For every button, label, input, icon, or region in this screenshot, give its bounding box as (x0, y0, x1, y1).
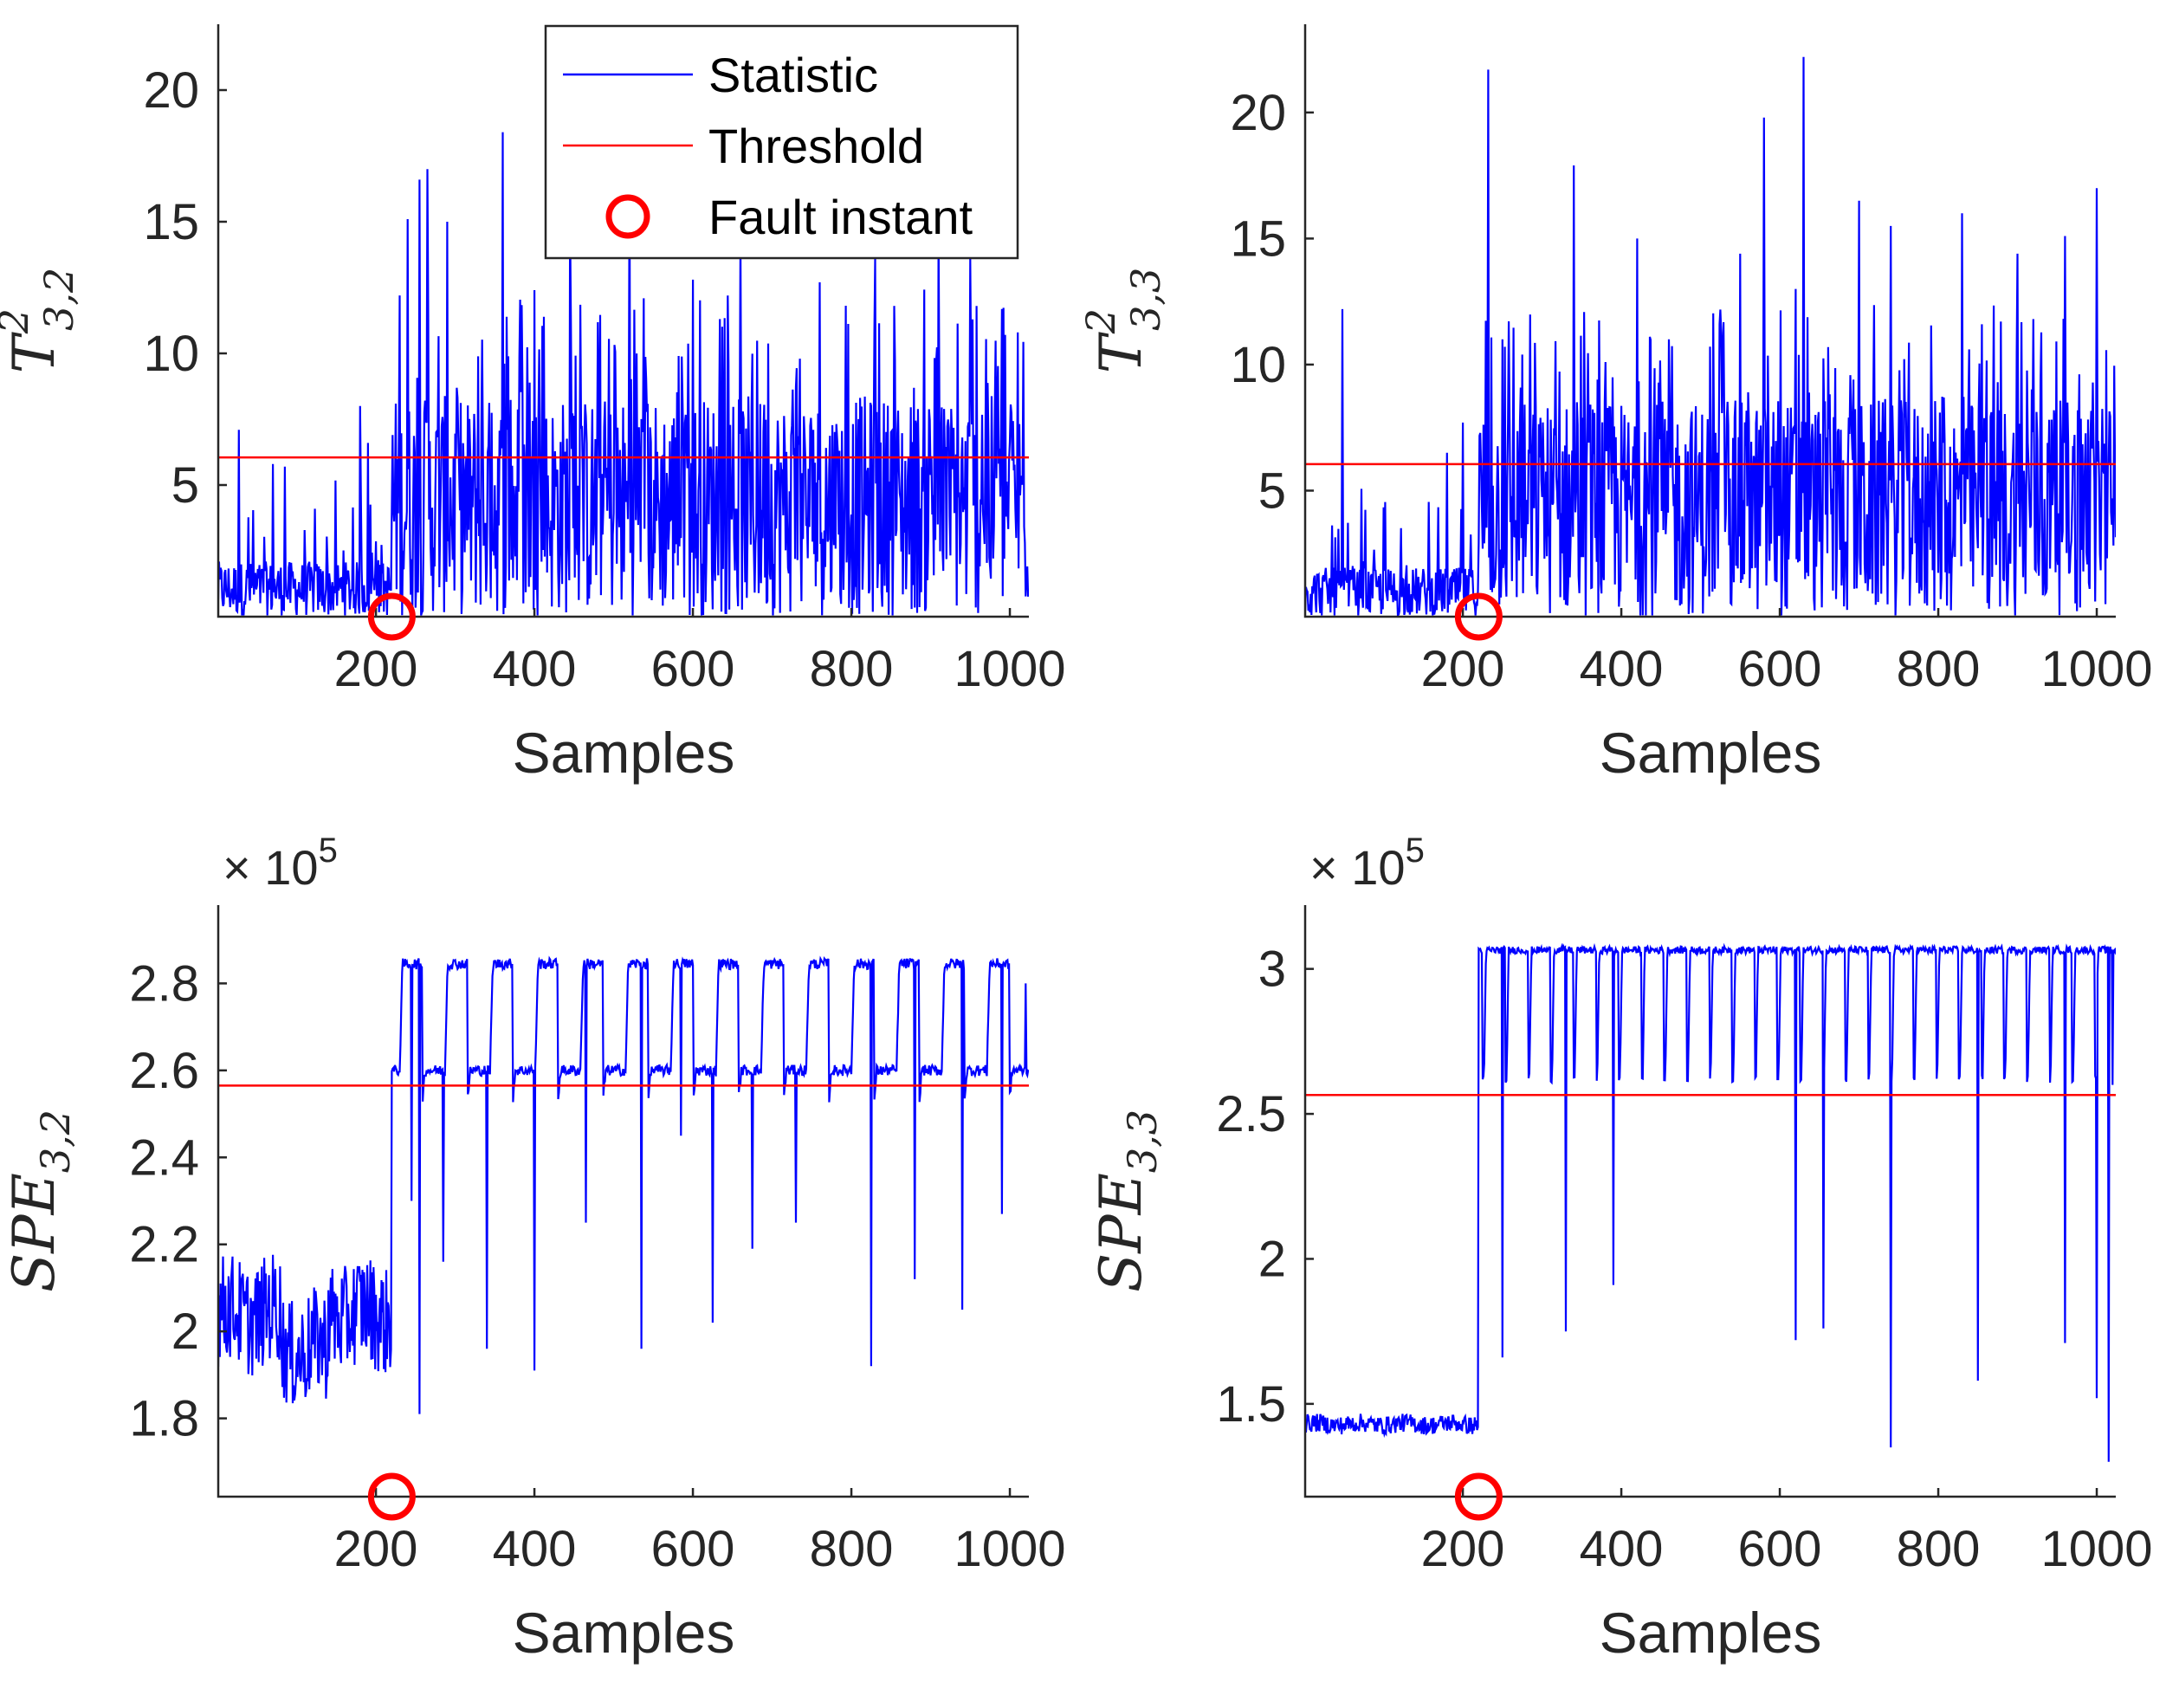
y-tick-label: 2.6 (129, 1043, 199, 1099)
y-tick-label: 1.8 (129, 1391, 199, 1447)
x-tick-label: 400 (493, 1521, 577, 1577)
x-tick-label: 200 (334, 1521, 418, 1577)
x-tick-label: 200 (1421, 1521, 1505, 1577)
y-tick-label: 15 (1230, 210, 1286, 267)
y-axis-label: SPE3,3 (1088, 1110, 1166, 1292)
legend-box (544, 24, 1019, 260)
x-tick-label: 800 (810, 1521, 894, 1577)
x-axis-label: Samples (1600, 721, 1822, 785)
x-axis-label: Samples (513, 721, 735, 785)
panel-t2-32: 200 400 600 800 1000 5 10 15 20 Samples T23,2 (0, 24, 1066, 785)
y-axis-label: SPE3,2 (1, 1110, 79, 1292)
y-axis-label: T23,3 (1077, 268, 1169, 373)
x-axis-label: Samples (513, 1601, 735, 1665)
legend-fault-circle (605, 194, 650, 239)
fault-instant-marker (1454, 592, 1503, 641)
panel-spe-33: 200 400 600 800 1000 1.5 2 2.5 3 × 105 Samples SPE3… (1088, 831, 2153, 1665)
y-tick-label: 2.2 (129, 1217, 199, 1273)
x-tick-label: 800 (810, 641, 894, 697)
x-tick-label: 1000 (2041, 641, 2153, 697)
panel-spe-32: 200 400 600 800 1000 1.8 2 2.2 2.4 2.6 2.8 × 105 Sam… (1, 831, 1066, 1665)
x-tick-label: 600 (1738, 1521, 1822, 1577)
y-tick-label: 2 (171, 1304, 199, 1360)
x-tick-label: 200 (1421, 641, 1505, 697)
y-tick-label: 2 (1258, 1231, 1286, 1287)
x-tick-label: 600 (651, 1521, 735, 1577)
y-exponent-label: × 105 (1309, 831, 1425, 895)
y-tick-label: 2.4 (129, 1129, 199, 1186)
x-tick-label: 600 (1738, 641, 1822, 697)
legend-threshold-label: Threshold (708, 119, 924, 173)
x-axis-label: Samples (1600, 1601, 1822, 1665)
statistic-series (1305, 942, 2116, 1462)
y-tick-label: 10 (1230, 337, 1286, 393)
axes (217, 905, 1029, 1498)
y-tick-label: 15 (143, 194, 199, 250)
y-tick-label: 1.5 (1216, 1376, 1286, 1433)
legend: Statistic Threshold Fault instant (544, 24, 1019, 260)
y-tick-label: 20 (1230, 85, 1286, 141)
x-tick-label: 800 (1897, 641, 1981, 697)
fault-instant-marker (1454, 1472, 1503, 1521)
x-tick-label: 800 (1897, 1521, 1981, 1577)
x-tick-label: 200 (334, 641, 418, 697)
fault-instant-marker (367, 592, 416, 641)
x-tick-label: 1000 (954, 641, 1066, 697)
panel-t2-33: 200 400 600 800 1000 5 10 15 20 Samples T23,3 (1077, 24, 2153, 785)
y-axis-label: T23,2 (0, 268, 82, 373)
y-tick-label: 10 (143, 326, 199, 382)
fault-instant-marker (367, 1472, 416, 1521)
x-tick-label: 400 (1580, 1521, 1664, 1577)
y-tick-label: 5 (1258, 463, 1286, 519)
y-tick-label: 2.8 (129, 955, 199, 1012)
y-tick-label: 20 (143, 62, 199, 119)
statistic-series (218, 955, 1029, 1414)
axes (1303, 24, 2116, 618)
statistic-series (1305, 56, 2116, 617)
x-tick-label: 600 (651, 641, 735, 697)
y-exponent-label: × 105 (223, 831, 338, 895)
legend-fault-label: Fault instant (708, 190, 973, 244)
statistic-series (218, 132, 1029, 616)
y-tick-label: 5 (171, 457, 199, 514)
y-tick-label: 2.5 (1216, 1086, 1286, 1142)
x-tick-label: 400 (493, 641, 577, 697)
axes (1303, 905, 2116, 1498)
x-tick-label: 400 (1580, 641, 1664, 697)
x-tick-label: 1000 (954, 1521, 1066, 1577)
y-tick-label: 3 (1258, 941, 1286, 998)
legend-statistic-label: Statistic (708, 48, 878, 102)
x-tick-label: 1000 (2041, 1521, 2153, 1577)
